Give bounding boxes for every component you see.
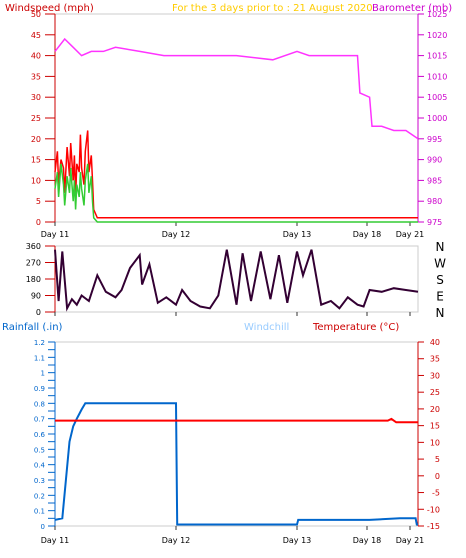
- windspeed-tick-label: 40: [31, 52, 41, 61]
- rainfall-tick-label: 1: [41, 370, 45, 378]
- windspeed-tick-label: 20: [31, 135, 41, 144]
- direction-tick-label: 360: [26, 242, 41, 251]
- rainfall-tick-label: 0.9: [34, 385, 45, 393]
- chart-header: For the 3 days prior to : 21 August 2020: [172, 3, 373, 14]
- temperature-tick-label: 15: [430, 422, 440, 431]
- windspeed-tick-label: 45: [31, 31, 41, 40]
- barometer-tick-label: 1020: [427, 31, 447, 40]
- temperature-tick-label: 30: [430, 371, 440, 380]
- wind-x-tick-label: Day 21: [396, 230, 425, 239]
- temperature-tick-label: -10: [427, 505, 440, 514]
- windspeed-tick-label: 10: [31, 176, 41, 185]
- rainfall-tick-label: 0.4: [34, 462, 46, 470]
- windspeed-series-line: [54, 163, 418, 223]
- barometer-axis-title: Barometer (mb): [372, 3, 452, 14]
- wind-plot-area: [54, 13, 419, 223]
- rain-plot-area: [54, 341, 419, 527]
- rainfall-tick-label: 1.2: [34, 339, 45, 347]
- windchill-legend-label: Windchill: [244, 322, 289, 333]
- rainfall-tick-label: 0.1: [34, 508, 45, 516]
- rain-x-tick-label: Day 12: [162, 536, 191, 545]
- temperature-tick-label: 20: [430, 405, 440, 414]
- windspeed-tick-label: 0: [36, 218, 41, 227]
- windspeed-tick-label: 50: [31, 10, 41, 19]
- barometer-tick-label: 985: [427, 176, 442, 185]
- rainfall-tick-label: 1.1: [34, 354, 45, 362]
- barometer-tick-label: 980: [427, 197, 442, 206]
- barometer-tick-label: 975: [427, 218, 442, 227]
- barometer-tick-label: 1025: [427, 10, 447, 19]
- temperature-tick-label: 10: [430, 438, 440, 447]
- barometer-tick-label: 995: [427, 135, 442, 144]
- rainfall-tick-label: 0: [41, 523, 45, 531]
- barometer-tick-label: 1005: [427, 93, 447, 102]
- compass-label: W: [434, 257, 446, 271]
- compass-label: S: [436, 273, 444, 287]
- direction-tick-label: 90: [31, 292, 41, 301]
- windspeed-tick-label: 30: [31, 93, 41, 102]
- rain-x-tick-label: Day 11: [41, 536, 70, 545]
- barometer-series-line: [54, 37, 419, 140]
- barometer-tick-label: 1010: [427, 72, 447, 81]
- windspeed-axis-title: Windspeed (mph): [5, 3, 94, 14]
- rain-x-tick-label: Day 21: [396, 536, 425, 545]
- barometer-tick-label: 990: [427, 156, 442, 165]
- temperature-tick-label: -15: [427, 522, 440, 531]
- temperature-series-line: [55, 417, 418, 424]
- direction-tick-label: 180: [26, 275, 41, 284]
- rainfall-tick-label: 0.8: [34, 400, 45, 408]
- direction-tick-label: 0: [36, 308, 41, 317]
- temperature-tick-label: 5: [435, 455, 440, 464]
- direction-tick-label: 270: [26, 259, 41, 268]
- temperature-tick-label: 25: [430, 388, 440, 397]
- windspeed-tick-label: 15: [31, 156, 41, 165]
- temperature-tick-label: -5: [432, 489, 440, 498]
- wind-x-tick-label: Day 12: [162, 230, 191, 239]
- rainfall-tick-label: 0.2: [34, 492, 45, 500]
- wind-x-tick-label: Day 13: [283, 230, 312, 239]
- wind-x-tick-label: Day 18: [353, 230, 382, 239]
- windspeed-tick-label: 35: [31, 72, 41, 81]
- temperature-tick-label: 35: [430, 355, 440, 364]
- temperature-axis-title: Temperature (°C): [312, 322, 399, 333]
- rainfall-tick-label: 0.3: [34, 477, 45, 485]
- compass-label: E: [436, 290, 444, 304]
- wind-x-tick-label: Day 11: [41, 230, 70, 239]
- rainfall-series-line: [54, 402, 418, 526]
- temperature-tick-label: 40: [430, 338, 440, 347]
- rainfall-axis-title: Rainfall (.in): [2, 322, 63, 333]
- barometer-tick-label: 1015: [427, 52, 447, 61]
- rain-x-tick-label: Day 13: [283, 536, 312, 545]
- barometer-tick-label: 1000: [427, 114, 447, 123]
- compass-label: N: [436, 240, 445, 254]
- rainfall-tick-label: 0.7: [34, 416, 45, 424]
- rain-x-tick-label: Day 18: [353, 536, 382, 545]
- rainfall-tick-label: 0.5: [34, 446, 45, 454]
- rainfall-tick-label: 0.6: [34, 431, 46, 439]
- windspeed-tick-label: 5: [36, 197, 41, 206]
- windspeed-tick-label: 25: [31, 114, 41, 123]
- direction-series-line: [54, 249, 419, 312]
- temperature-tick-label: 0: [435, 472, 440, 481]
- compass-label: N: [436, 306, 445, 320]
